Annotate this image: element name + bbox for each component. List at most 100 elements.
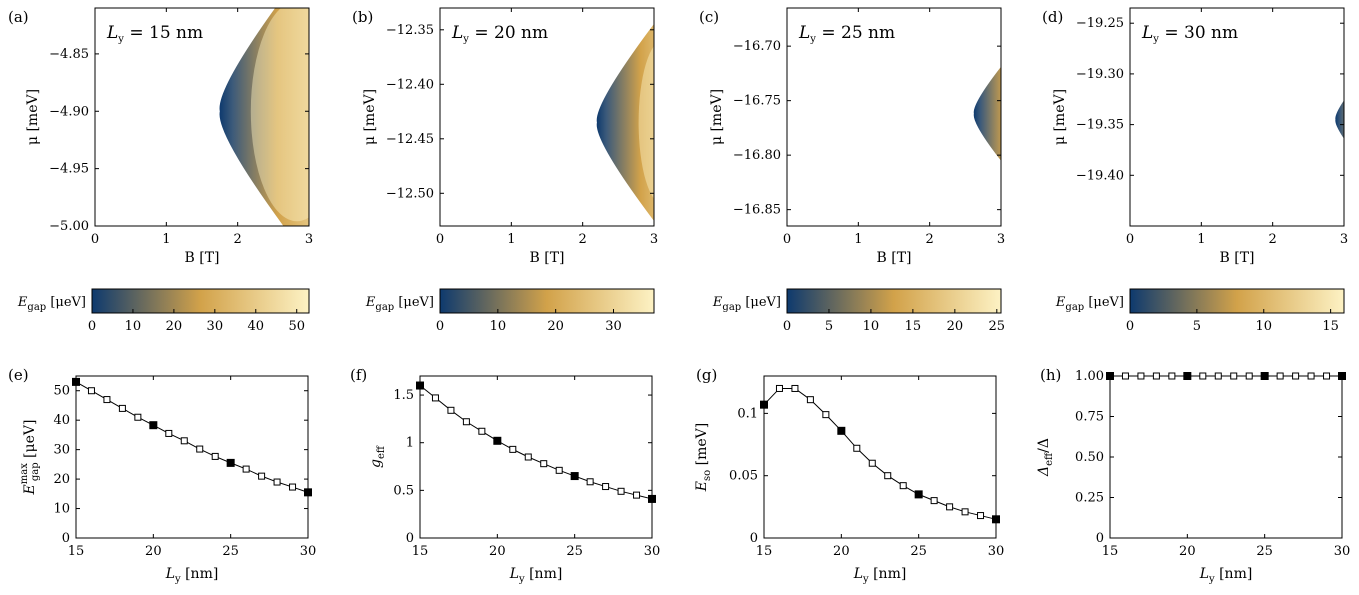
plot-frame [1129, 7, 1345, 227]
data-point [289, 483, 297, 491]
data-point [853, 444, 861, 452]
y-tick-label: −16.80 [733, 148, 781, 163]
data-point [930, 497, 938, 505]
colorbar-tick-label: 20 [547, 319, 564, 334]
panel-tag: (h) [1040, 366, 1061, 384]
panel-tag: (b) [352, 8, 373, 26]
line-plot-1: 15 20 25 30 0 10 20 30 40 50 (e) Ly [nm] Emaxgap [μe… [8, 366, 316, 585]
data-point [1245, 372, 1253, 380]
y-tick-label: 1.5 [393, 388, 414, 403]
data-point [447, 406, 455, 414]
y-tick-label: −12.35 [386, 23, 434, 38]
data-point [555, 466, 563, 474]
data-point [977, 512, 985, 520]
colorbar-gradient [1129, 288, 1345, 314]
x-tick-label: 20 [489, 544, 506, 559]
data-point [884, 472, 892, 480]
x-tick-label: 15 [412, 544, 429, 559]
y-tick-label: −16.85 [733, 203, 781, 218]
colorbar-tick-label: 10 [490, 319, 507, 334]
data-point-filled [992, 515, 1000, 524]
data-point [1292, 372, 1300, 380]
y-tick-label: −19.25 [1076, 16, 1124, 31]
x-tick-label: 15 [68, 544, 85, 559]
data-point [196, 445, 204, 453]
data-point [87, 387, 95, 395]
data-point [1168, 372, 1176, 380]
data-point-filled [1183, 372, 1192, 380]
data-point [586, 478, 594, 486]
data-point [462, 418, 470, 426]
data-point-filled [493, 436, 502, 445]
x-axis-label: B [T] [185, 250, 220, 266]
data-point [1276, 372, 1284, 380]
data-point [617, 487, 625, 495]
data-point-filled [72, 377, 80, 386]
data-point [540, 460, 548, 468]
x-tick-label: 0 [436, 232, 444, 247]
colorbar-tick-label: 10 [125, 319, 142, 334]
data-point [103, 396, 111, 404]
y-tick-label: −4.90 [49, 104, 89, 119]
topological-region [219, 8, 309, 226]
phase-map-2: 0 1 2 3 −12.35 −12.40 −12.45 −12.50 (b) Ly = 20 n… [352, 7, 658, 266]
phase-map-3: 0 1 2 3 −16.70 −16.75 −16.80 −16.85 (c) Ly = 25 n… [699, 7, 1005, 266]
colorbar-tick-label: 40 [248, 319, 265, 334]
panel-tag: (f) [350, 366, 367, 384]
y-axis-label: Emaxgap [μeV] [19, 420, 41, 496]
x-axis-label: Ly [nm] [853, 566, 907, 585]
data-point [899, 482, 907, 490]
y-tick-label: 0.1 [737, 406, 758, 421]
plot-frame [75, 375, 309, 539]
colorbar-tick-label: 20 [947, 319, 964, 334]
x-axis-label: Ly [nm] [509, 566, 563, 585]
y-tick-label: 30 [53, 443, 70, 458]
x-tick-label: 30 [1334, 544, 1351, 559]
plot-frame [94, 7, 310, 227]
data-point [791, 384, 799, 392]
y-tick-label: −12.50 [386, 186, 434, 201]
colorbar-2: Egap [μeV]0 10 20 30 [365, 288, 655, 334]
data-point [478, 427, 486, 435]
panel-tag: (d) [1042, 8, 1063, 26]
x-tick-label: 2 [1269, 232, 1277, 247]
data-point [1152, 372, 1160, 380]
colorbar-tick-label: 0 [1126, 319, 1134, 334]
colorbar-tick-label: 15 [1322, 319, 1339, 334]
plot-frame [786, 7, 1002, 227]
y-tick-label: 1.00 [1075, 369, 1104, 384]
y-tick-label: 0 [1096, 531, 1104, 546]
data-point-filled [226, 458, 235, 467]
x-tick-label: 25 [1256, 544, 1273, 559]
data-point [1199, 372, 1207, 380]
y-tick-label: −5.00 [49, 219, 89, 234]
y-tick-label: 0 [750, 531, 758, 546]
y-tick-label: 0.5 [393, 483, 414, 498]
data-point [1230, 372, 1238, 380]
plot-frame [419, 375, 653, 539]
y-tick-label: −19.35 [1076, 118, 1124, 133]
series-line [75, 381, 309, 493]
phase-map-1: 0 1 2 3 −4.85 −4.90 −4.95 −5.00 (a) Ly = 15 nm B [… [8, 7, 313, 266]
data-point [1323, 372, 1331, 380]
colorbar-3: Egap [μeV]0 5 10 15 20 25 [712, 288, 1005, 334]
y-tick-label: 0.05 [729, 469, 758, 484]
colorbar-tick-label: 0 [783, 319, 791, 334]
x-tick-label: 3 [1340, 232, 1348, 247]
plot-frame [763, 375, 997, 539]
y-tick-label: 20 [53, 472, 70, 487]
x-axis-label: B [T] [1220, 250, 1255, 266]
data-point [868, 459, 876, 467]
data-point-filled [416, 381, 424, 390]
topological-region [973, 66, 1001, 161]
line-plot-2: 15 20 25 30 0 0.5 1 1.5 (f) Ly [nm] geff [350, 366, 660, 585]
data-point [165, 429, 173, 437]
ly-annotation: Ly = 25 nm [798, 23, 895, 45]
y-tick-label: −12.45 [386, 132, 434, 147]
colorbar-tick-label: 30 [207, 319, 224, 334]
colorbar-tick-label: 10 [1255, 319, 1272, 334]
data-point-filled [760, 400, 768, 409]
y-tick-label: −16.70 [733, 39, 781, 54]
data-point [509, 445, 517, 453]
x-tick-label: 25 [910, 544, 927, 559]
